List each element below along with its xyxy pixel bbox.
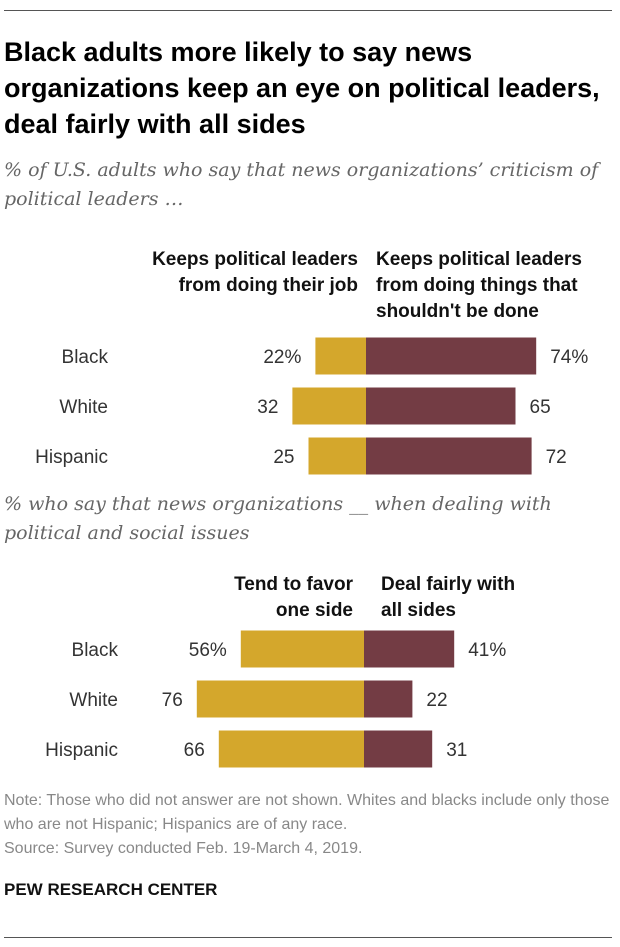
data-label-right-white: 22 <box>426 690 447 711</box>
note-line: Note: Those who did not answer are not s… <box>4 792 610 833</box>
bar-right-black <box>366 337 537 375</box>
category-label-white: White <box>69 690 118 711</box>
bottom-rule <box>4 937 612 938</box>
category-label-black: Black <box>72 640 119 661</box>
data-label-left-hispanic: 66 <box>184 740 205 761</box>
data-label-left-white: 32 <box>257 397 278 418</box>
chart2-right-series-header: Deal fairly with all sides <box>381 574 516 621</box>
chart-subtitle: % of U.S. adults who say that news organ… <box>4 159 599 210</box>
data-label-left-black: 56% <box>189 640 227 661</box>
data-label-left-hispanic: 25 <box>273 447 294 468</box>
chart2-bar-chart: Black 56% 41% White 76 22 Hispanic 66 31 <box>45 630 506 768</box>
bar-left-black <box>240 630 364 668</box>
bar-right-hispanic <box>366 437 532 475</box>
category-label-hispanic: Hispanic <box>35 447 108 468</box>
category-label-white: White <box>59 397 108 418</box>
chart1-bar-chart: Black 22% 74% White 32 65 Hispanic 25 72 <box>35 337 588 475</box>
top-rule <box>4 10 612 11</box>
chart2-subtitle: % who say that news organizations __ whe… <box>4 493 552 544</box>
bar-left-hispanic <box>308 437 366 475</box>
chart-title: Black adults more likely to say news org… <box>4 37 600 139</box>
bar-left-black <box>315 337 366 375</box>
data-label-left-black: 22% <box>263 347 301 368</box>
chart1-right-series-header: Keeps political leaders from doing thing… <box>376 249 582 322</box>
chart1-left-series-header: Keeps political leaders from doing their… <box>152 249 358 296</box>
note-text: Note: Those who did not answer are not s… <box>4 789 614 861</box>
data-label-left-white: 76 <box>162 690 183 711</box>
bar-right-hispanic <box>364 730 433 768</box>
chart2-left-series-header: Tend to favor one side <box>234 574 353 621</box>
bar-left-hispanic <box>218 730 364 768</box>
data-label-right-black: 41% <box>468 640 506 661</box>
source-line: Source: Survey conducted Feb. 19-March 4… <box>4 840 363 857</box>
data-label-right-hispanic: 31 <box>446 740 467 761</box>
brand-label: PEW RESEARCH CENTER <box>4 880 218 899</box>
category-label-black: Black <box>62 347 109 368</box>
data-label-right-white: 65 <box>530 397 551 418</box>
category-label-hispanic: Hispanic <box>45 740 118 761</box>
bar-right-white <box>366 387 516 425</box>
bar-right-black <box>364 630 455 668</box>
bar-right-white <box>364 680 413 718</box>
bar-left-white <box>292 387 366 425</box>
bar-left-white <box>196 680 364 718</box>
data-label-right-black: 74% <box>550 347 588 368</box>
data-label-right-hispanic: 72 <box>546 447 567 468</box>
